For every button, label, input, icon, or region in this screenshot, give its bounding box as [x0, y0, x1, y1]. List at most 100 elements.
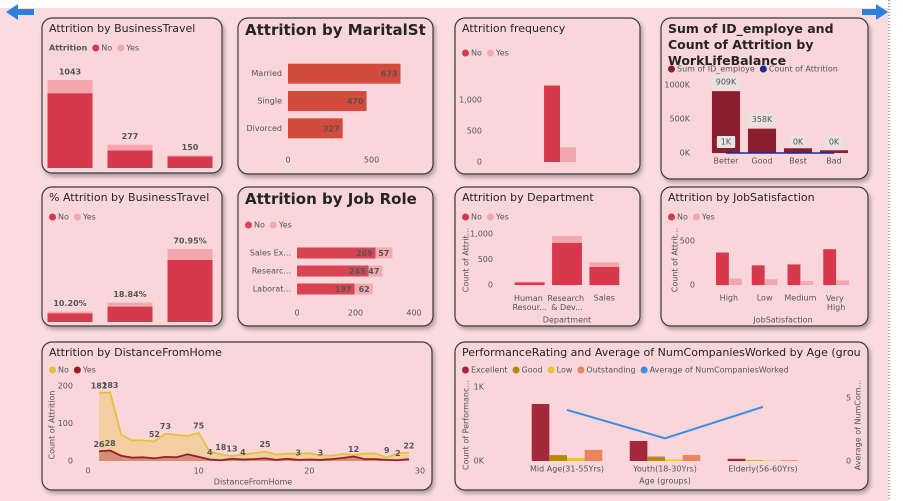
x-axis-title: Age (groups)	[639, 477, 691, 486]
legend-label: Yes	[125, 44, 139, 53]
y-tick-label: Divorced	[246, 124, 282, 133]
legend-marker	[462, 49, 469, 57]
x-tick-label: Good	[751, 157, 772, 166]
bar	[549, 455, 567, 461]
data-label: 26	[93, 440, 105, 449]
y-tick-label: 500	[478, 255, 493, 264]
x-tick-label: Best	[789, 157, 807, 166]
y-tick-label: 200	[58, 382, 73, 391]
data-label: 57	[378, 249, 389, 258]
panel	[41, 341, 433, 491]
legend-marker	[759, 65, 767, 73]
data-label: 909K	[716, 78, 737, 87]
panel-title: PerformanceRating and Average of NumComp…	[462, 346, 861, 359]
panel	[454, 341, 869, 491]
legend-label: Yes	[495, 213, 509, 222]
data-label-box	[788, 135, 808, 148]
data-label: 52	[149, 430, 160, 439]
data-label: 3	[318, 448, 324, 457]
bar	[531, 404, 550, 461]
y-tick-label: Laborat...	[253, 285, 291, 294]
legend-marker	[462, 213, 469, 221]
panel-title: Attrition frequency	[462, 22, 566, 35]
y-axis-title: Count of Attrit...	[462, 228, 471, 292]
legend-marker	[462, 366, 469, 374]
legend-label: No	[677, 213, 688, 222]
legend-label: No	[58, 366, 69, 375]
y-tick-label: 1,000	[470, 230, 493, 239]
y-tick-label: 500K	[669, 115, 690, 124]
bar	[544, 85, 560, 162]
bar	[560, 147, 576, 162]
data-label: 0K	[829, 137, 840, 146]
panel-title: Attrition by JobSatisfaction	[668, 191, 815, 204]
data-label: 470	[347, 97, 364, 106]
bar	[836, 280, 849, 285]
back-arrow[interactable]	[6, 4, 34, 20]
data-label: 4	[240, 448, 246, 457]
legend-label: No	[58, 213, 69, 222]
data-label: 673	[381, 70, 398, 79]
bar-segment	[288, 118, 343, 139]
area	[99, 450, 409, 461]
bar	[716, 252, 729, 285]
legend-label: Yes	[82, 366, 96, 375]
legend-marker	[668, 213, 675, 221]
panel	[660, 186, 869, 327]
y-axis-title: Count of Attrition	[48, 391, 57, 460]
data-label: 12	[348, 445, 359, 454]
legend-label: No	[471, 49, 482, 58]
bar-segment	[589, 266, 620, 285]
forward-arrow[interactable]	[862, 4, 888, 20]
bar-segment	[552, 235, 582, 243]
y-tick-label: Married	[252, 69, 282, 78]
panel-title: % Attrition by BusinessTravel	[49, 191, 210, 204]
x-axis-title: JobSatisfaction	[752, 316, 812, 325]
bar	[567, 458, 585, 461]
legend-marker	[117, 44, 125, 52]
bar-segment	[514, 281, 545, 283]
x-tick-label: 400	[406, 309, 421, 318]
data-label: 327	[323, 124, 340, 133]
line	[99, 449, 410, 462]
legend-label: Count of Attrition	[769, 65, 838, 74]
total-label: 70.95%	[173, 237, 206, 246]
panel-title: Attrition by Department	[462, 191, 594, 204]
x-tick-label: Sales	[594, 294, 615, 303]
data-label: 22	[403, 441, 414, 450]
data-label: 62	[359, 285, 370, 294]
panel-title: Sum of ID_employe and Count of Attrition…	[668, 21, 834, 68]
bar	[747, 128, 777, 153]
bar	[647, 456, 665, 461]
x-tick-label: Human Resour...	[512, 294, 546, 312]
y-axis-title: Count of Attrit...	[671, 228, 680, 292]
data-label: 4	[207, 448, 213, 457]
x-tick-label: 30	[415, 467, 425, 476]
bar	[751, 265, 765, 285]
bar	[727, 458, 746, 461]
x-tick-label: Low	[757, 294, 773, 303]
x-tick-label: Research & Dev...	[547, 294, 586, 312]
bar-segment	[552, 242, 582, 285]
data-label: 2	[395, 449, 401, 458]
data-label: 73	[160, 422, 171, 431]
total-label: 150	[182, 143, 199, 152]
total-label: 277	[122, 132, 139, 141]
data-label: 1K	[721, 137, 732, 146]
y-tick-label: Researc...	[252, 267, 291, 276]
x-tick-label: Youth(18-30Yrs)	[632, 465, 697, 474]
legend-label: Sum of ID_employe	[677, 65, 755, 74]
bar-segment	[375, 247, 393, 259]
legend-label: Low	[557, 366, 573, 375]
bar-segment	[47, 80, 93, 94]
data-label: 18	[215, 443, 227, 452]
panel-title: Attrition by DistanceFromHome	[49, 346, 222, 359]
bar-segment	[288, 91, 367, 111]
y-tick-label: 0K	[680, 149, 691, 158]
x-axis-title: DistanceFromHome	[214, 478, 293, 487]
legend-marker	[486, 49, 494, 57]
bar-segment	[47, 93, 93, 168]
bar-segment	[354, 283, 373, 295]
panel-title: Attrition by BusinessTravel	[49, 22, 196, 35]
x-tick-label: 10	[194, 467, 204, 476]
